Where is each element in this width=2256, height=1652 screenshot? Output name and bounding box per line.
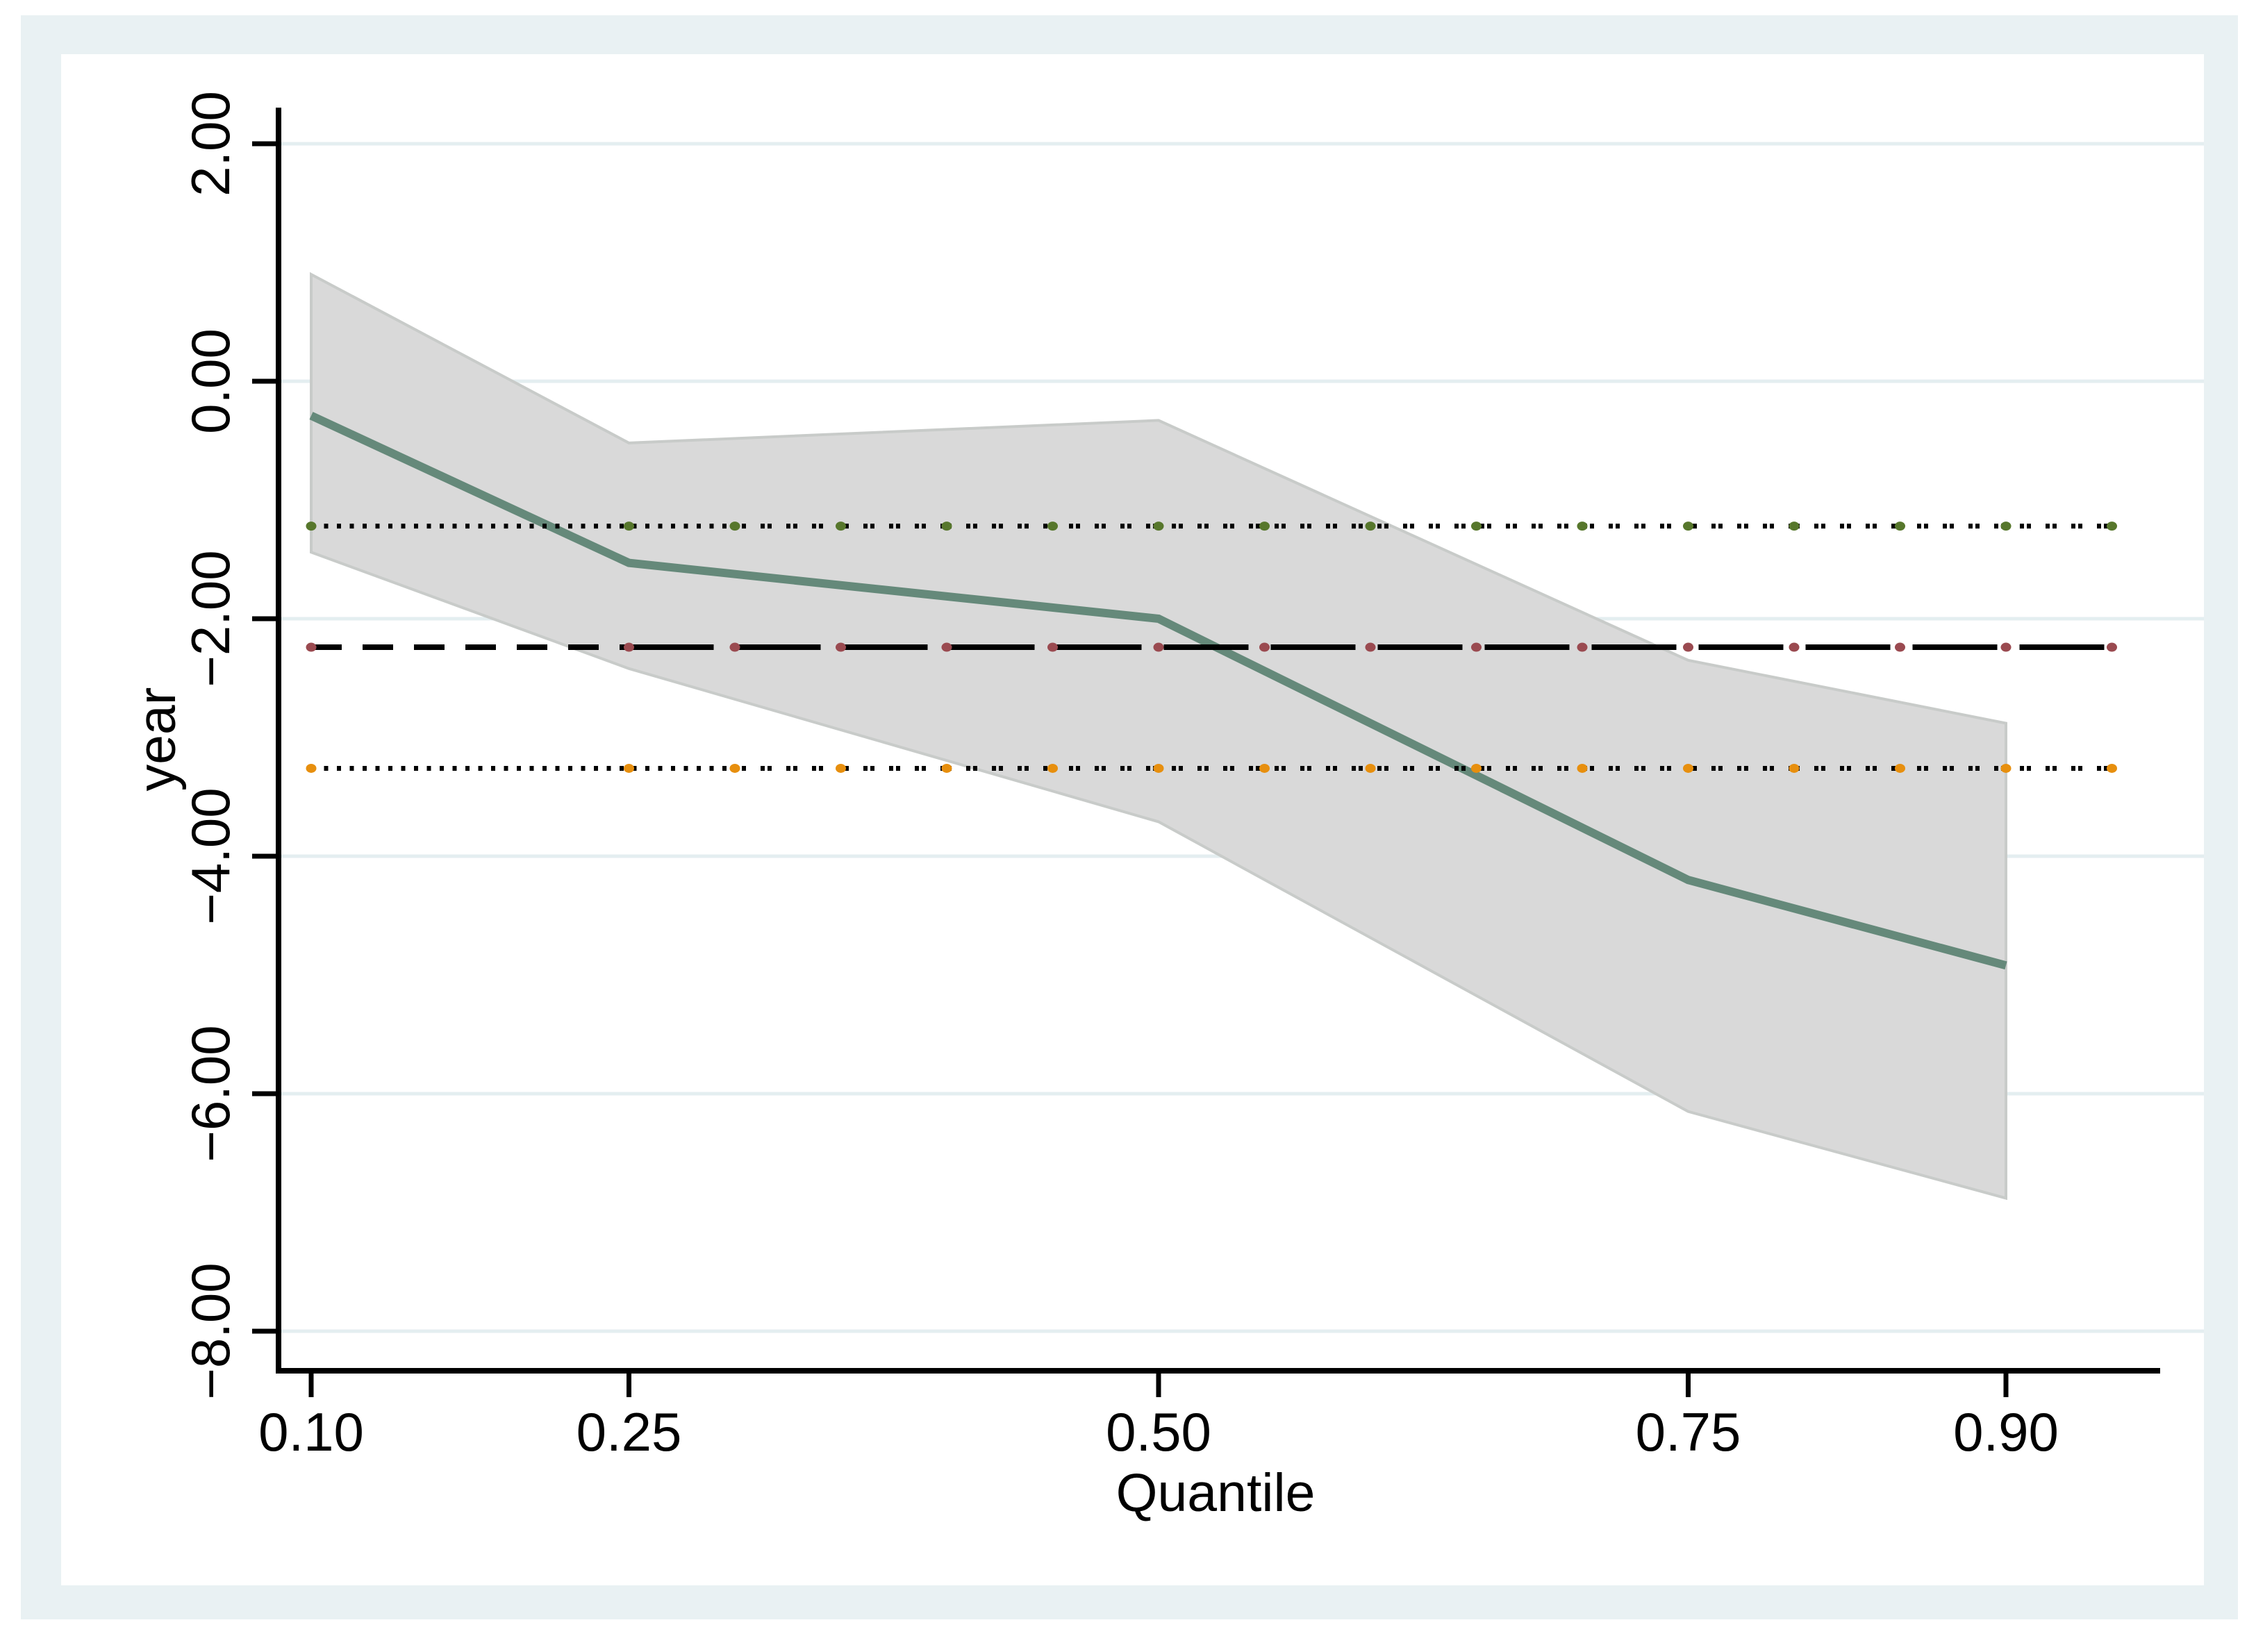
ols-lower-ci-marker <box>1683 763 1693 773</box>
ols-upper-ci-marker <box>1259 522 1270 531</box>
x-tick-label: 0.10 <box>258 1401 364 1462</box>
x-axis: 0.10 0.25 0.50 0.75 0.90 <box>258 1374 2059 1462</box>
y-tick-label: 2.00 <box>180 91 241 197</box>
ols-coefficient-marker <box>1789 642 1800 652</box>
ols-coefficient-marker <box>624 642 634 652</box>
ols-upper-ci-marker <box>941 522 952 531</box>
ols-lower-ci-marker <box>1047 763 1058 773</box>
ols-lower-ci-marker <box>2000 763 2012 773</box>
y-tick-label: −6.00 <box>180 1025 241 1162</box>
y-axis-title: year <box>127 687 187 792</box>
ols-lower-ci-marker <box>1259 763 1270 773</box>
ols-lower-ci-marker <box>2107 763 2117 773</box>
ols-coefficient-marker <box>729 642 740 652</box>
ols-upper-ci-marker <box>836 522 846 531</box>
ols-lower-ci-marker <box>1895 763 1905 773</box>
ols-coefficient <box>306 642 2117 652</box>
ols-lower-ci-marker <box>306 763 317 773</box>
ols-upper-ci-marker <box>1153 522 1164 531</box>
x-tick-label: 0.75 <box>1636 1401 1741 1462</box>
ols-lower-ci-marker <box>1471 763 1482 773</box>
y-axis: 2.00 0.00 −2.00 −4.00 −6.00 −8.00 <box>180 91 276 1400</box>
x-tick-label: 0.50 <box>1106 1401 1211 1462</box>
ols-coefficient-marker <box>2107 642 2117 652</box>
ols-lower-ci-marker <box>1365 763 1376 773</box>
ols-coefficient-marker <box>1577 642 1588 652</box>
y-tick-label: 0.00 <box>180 328 241 434</box>
ols-upper-ci-marker <box>1365 522 1376 531</box>
ols-coefficient-marker <box>1153 642 1164 652</box>
ols-coefficient-marker <box>1683 642 1693 652</box>
ols-upper-ci-marker <box>2107 522 2117 531</box>
ols-upper-ci-marker <box>1683 522 1693 531</box>
ols-upper-ci <box>306 522 2117 531</box>
y-tick-label: −2.00 <box>180 550 241 687</box>
ols-upper-ci-marker <box>1895 522 1905 531</box>
ols-coefficient-marker <box>941 642 952 652</box>
ols-upper-ci-marker <box>1047 522 1058 531</box>
ols-coefficient-marker <box>306 642 317 652</box>
x-axis-title: Quantile <box>1116 1463 1316 1523</box>
y-tick-label: −4.00 <box>180 787 241 924</box>
ols-upper-ci-marker <box>1789 522 1800 531</box>
ols-coefficient-marker <box>1259 642 1270 652</box>
ols-lower-ci-marker <box>941 763 952 773</box>
x-tick-label: 0.90 <box>1953 1401 2059 1462</box>
ols-upper-ci-marker <box>1577 522 1588 531</box>
ols-upper-ci-marker <box>1471 522 1482 531</box>
ols-lower-ci-marker <box>1153 763 1164 773</box>
y-tick-label: −8.00 <box>180 1262 241 1399</box>
ols-upper-ci-marker <box>729 522 740 531</box>
ols-upper-ci-marker <box>306 522 317 531</box>
ols-coefficient-marker <box>2000 642 2012 652</box>
ols-lower-ci-marker <box>836 763 846 773</box>
ols-lower-ci-marker <box>1577 763 1588 773</box>
x-tick-label: 0.25 <box>577 1401 682 1462</box>
ols-coefficient-marker <box>1895 642 1905 652</box>
ols-upper-ci-marker <box>624 522 634 531</box>
ols-upper-ci-marker <box>2000 522 2012 531</box>
quantile-coefficient <box>309 412 2007 970</box>
ols-coefficient-marker <box>1047 642 1058 652</box>
ols-lower-ci-marker <box>1789 763 1800 773</box>
ols-coefficient-marker <box>1471 642 1482 652</box>
ols-lower-ci <box>306 763 2117 773</box>
quantile-regression-ci-band <box>310 272 2007 1201</box>
ols-coefficient-marker <box>1365 642 1376 652</box>
ols-lower-ci-marker <box>624 763 634 773</box>
ols-lower-ci-marker <box>729 763 740 773</box>
ols-coefficient-marker <box>836 642 846 652</box>
